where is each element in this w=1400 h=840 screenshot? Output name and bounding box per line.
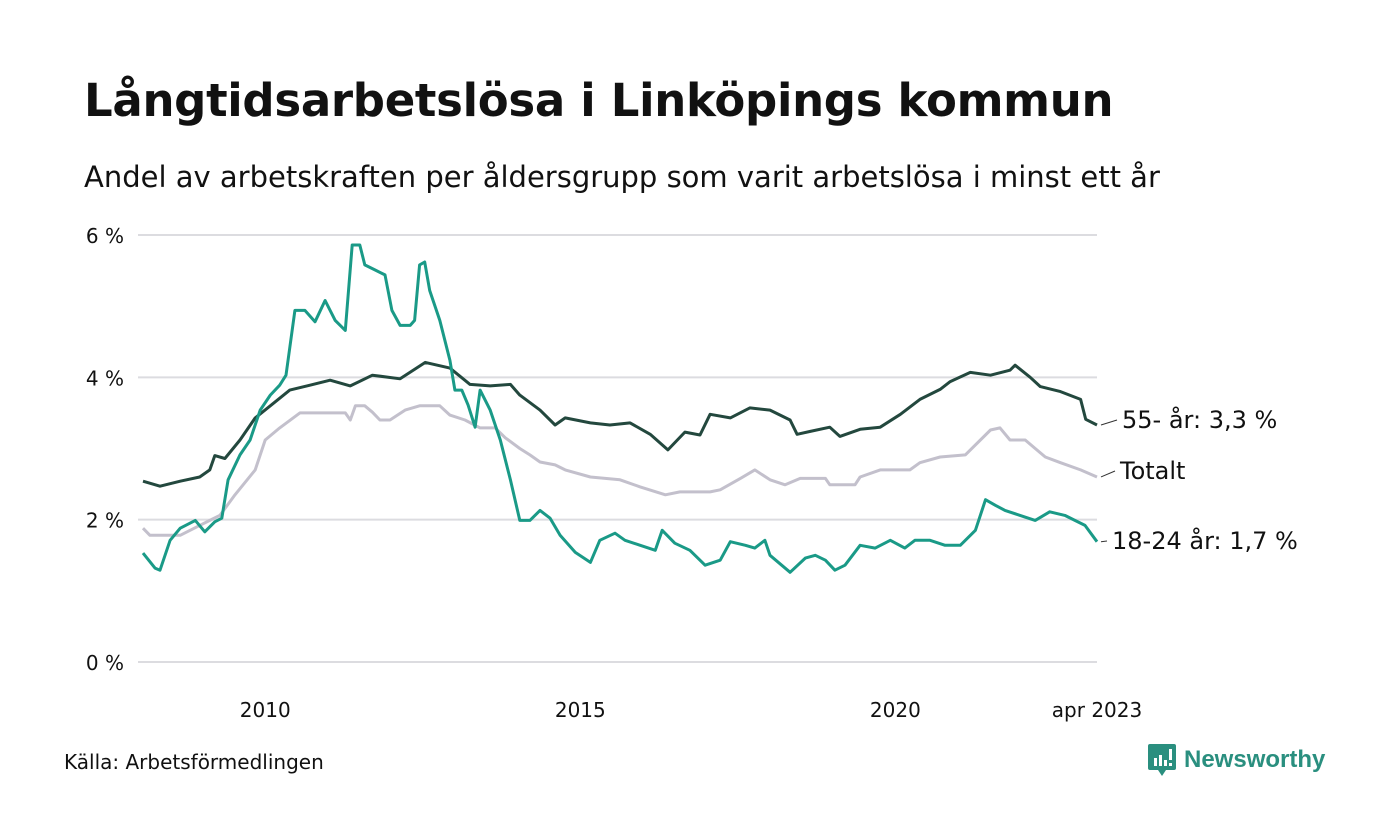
label-connector (1100, 419, 1118, 426)
label-connector (1100, 540, 1108, 543)
newsworthy-logo-icon (1148, 744, 1176, 776)
y-tick-label: 2 % (86, 509, 124, 533)
x-tick-label: 2010 (240, 698, 291, 722)
source-note: Källa: Arbetsförmedlingen (64, 750, 324, 774)
series-line-old (142, 360, 1098, 488)
chart-subtitle: Andel av arbetskraften per åldersgrupp s… (84, 160, 1160, 194)
chart-title: Långtidsarbetslösa i Linköpings kommun (84, 74, 1114, 127)
y-tick-label: 6 % (86, 224, 124, 248)
x-tick-label: apr 2023 (1052, 698, 1142, 722)
x-tick-label: 2020 (870, 698, 921, 722)
series-line-young (141, 243, 1099, 574)
end-label-young: 18-24 år: 1,7 % (1112, 526, 1298, 555)
x-tick-label: 2015 (555, 698, 606, 722)
end-labels: Totalt 55- år: 3,3 % 18-24 år: 1,7 % (1100, 405, 1298, 555)
end-label-old: 55- år: 3,3 % (1122, 405, 1277, 434)
label-connector (1100, 470, 1116, 478)
brand-logo: Newsworthy (1148, 744, 1325, 776)
series-line-total (141, 404, 1098, 537)
series-lines (141, 243, 1099, 574)
y-tick-label: 4 % (86, 366, 124, 390)
y-axis-ticks: 0 % 2 % 4 % 6 % (86, 224, 124, 675)
end-label-total: Totalt (1119, 457, 1185, 485)
y-tick-label: 0 % (86, 651, 124, 675)
brand-name: Newsworthy (1184, 746, 1326, 773)
x-axis-ticks: 2010 2015 2020 apr 2023 (240, 698, 1142, 722)
gridlines (138, 234, 1097, 663)
